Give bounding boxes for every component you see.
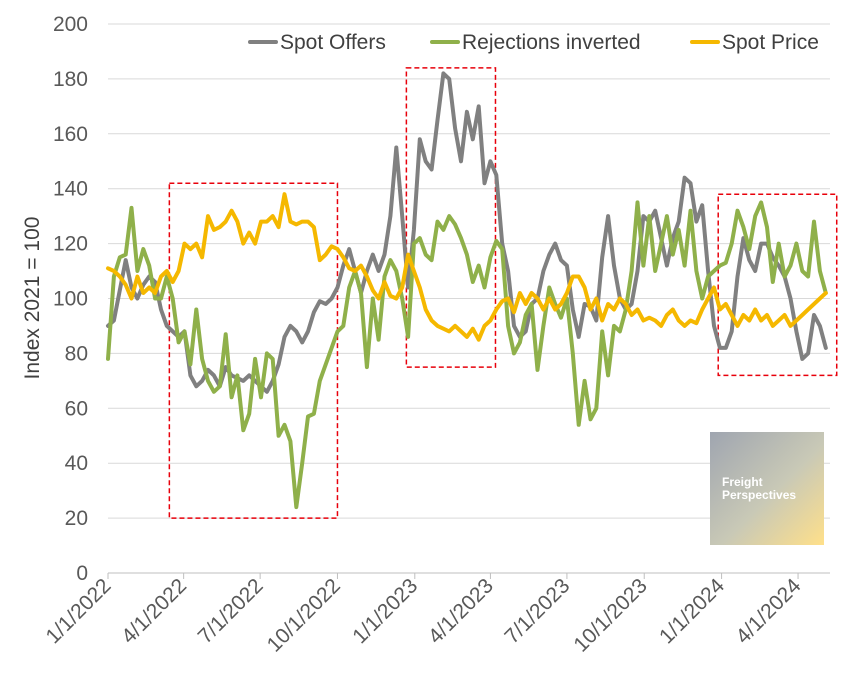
y-tick-label-20: 20 bbox=[65, 507, 88, 530]
legend-label-rejections-inverted: Rejections inverted bbox=[462, 31, 641, 54]
watermark-line2: Perspectives bbox=[722, 488, 796, 502]
y-tick-label-120: 120 bbox=[53, 233, 88, 256]
x-tick-label-6: 7/1/2023 bbox=[500, 574, 574, 648]
y-tick-label-60: 60 bbox=[65, 397, 88, 420]
watermark-logo: Freight Perspectives bbox=[710, 432, 824, 545]
y-tick-label-0: 0 bbox=[76, 562, 88, 585]
y-tick-label-40: 40 bbox=[65, 452, 88, 475]
legend-label-spot-offers: Spot Offers bbox=[280, 31, 386, 54]
watermark-line1: Freight bbox=[722, 475, 763, 489]
y-axis-label: Index 2021 = 100 bbox=[21, 217, 44, 380]
x-tick-label-3: 10/1/2022 bbox=[263, 574, 345, 656]
legend: Spot Offers Rejections inverted Spot Price bbox=[248, 31, 819, 54]
x-tick-label-7: 10/1/2023 bbox=[569, 574, 651, 656]
x-tick-label-2: 7/1/2022 bbox=[194, 574, 268, 648]
x-tick-label-0: 1/1/2022 bbox=[41, 574, 115, 648]
series-line-spot-price bbox=[106, 192, 828, 342]
highlight-boxes bbox=[168, 67, 838, 519]
y-tick-label-80: 80 bbox=[65, 342, 88, 365]
highlight-box-2 bbox=[405, 67, 497, 368]
x-tick-label-9: 4/1/2024 bbox=[732, 574, 806, 648]
y-tick-label-200: 200 bbox=[53, 13, 88, 36]
x-tick-label-5: 4/1/2023 bbox=[424, 574, 498, 648]
highlight-box-1 bbox=[168, 182, 339, 519]
x-tick-label-8: 1/1/2024 bbox=[655, 574, 729, 648]
series-line-rejections-inverted bbox=[106, 200, 828, 510]
y-tick-label-160: 160 bbox=[53, 123, 88, 146]
y-tick-label-140: 140 bbox=[53, 178, 88, 201]
watermark-box bbox=[710, 432, 824, 545]
series-lines bbox=[106, 71, 828, 510]
x-tick-label-4: 1/1/2023 bbox=[348, 574, 422, 648]
highlight-box-3 bbox=[717, 193, 838, 377]
y-tick-label-100: 100 bbox=[53, 288, 88, 311]
y-tick-label-180: 180 bbox=[53, 68, 88, 91]
legend-label-spot-price: Spot Price bbox=[722, 31, 819, 54]
x-tick-label-1: 4/1/2022 bbox=[117, 574, 191, 648]
